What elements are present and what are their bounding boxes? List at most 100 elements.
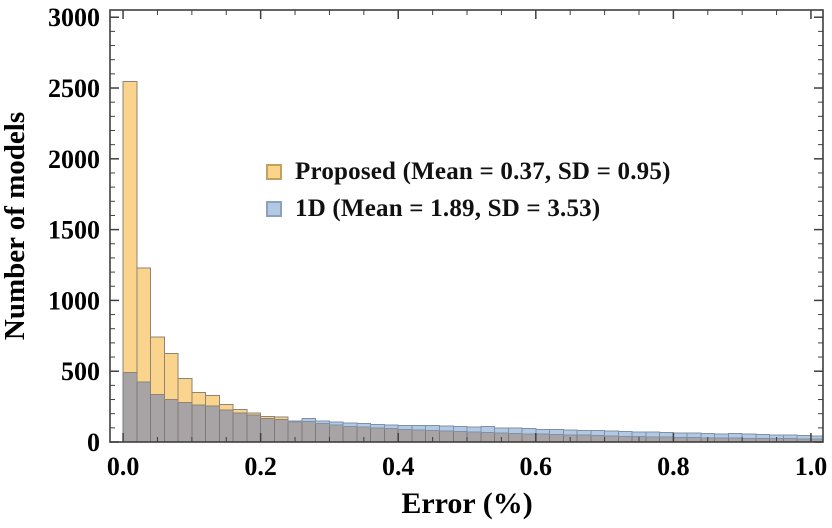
legend-item-proposed: Proposed (Mean = 0.37, SD = 0.95) [266, 158, 671, 186]
bar-proposed [136, 267, 152, 383]
bar-proposed [260, 416, 275, 420]
bar-overlap [136, 381, 152, 442]
bar-1d [494, 427, 509, 434]
bar-1d [521, 428, 537, 435]
bar-proposed [205, 394, 220, 407]
x-tick-label: 1.0 [795, 452, 828, 481]
bar-1d [425, 424, 441, 432]
bar-proposed [150, 336, 165, 396]
bar-overlap [383, 428, 399, 442]
legend-item-1d: 1D (Mean = 1.89, SD = 3.53) [266, 195, 671, 223]
bar-overlap [163, 399, 179, 442]
bar-1d [741, 433, 757, 439]
bar-overlap [466, 431, 482, 442]
bar-overlap [328, 424, 344, 442]
bar-1d [535, 428, 551, 435]
bar-overlap [507, 433, 523, 442]
y-tick-label: 3000 [48, 3, 100, 32]
legend: Proposed (Mean = 0.37, SD = 0.95) 1D (Me… [266, 158, 671, 223]
bar-overlap [576, 434, 592, 442]
y-tick-label: 0 [87, 428, 100, 457]
bar-1d [411, 425, 427, 431]
x-tick-label: 0.6 [520, 452, 553, 481]
bar-1d [315, 420, 330, 425]
bar-overlap [246, 414, 262, 442]
bar-overlap [480, 431, 496, 442]
bar-1d [287, 420, 303, 423]
bar-overlap [232, 412, 248, 442]
bar-proposed [246, 412, 262, 416]
x-tick-label: 0.2 [244, 452, 277, 481]
bar-1d [439, 425, 454, 432]
bar-1d [370, 423, 385, 429]
bar-1d [604, 430, 619, 437]
x-tick-label: 0.4 [382, 452, 415, 481]
bar-1d [342, 422, 358, 427]
bar-1d [452, 425, 468, 432]
bar-1d [383, 424, 399, 430]
bar-overlap [370, 427, 385, 442]
bar-overlap [315, 423, 330, 442]
plot-frame [109, 9, 824, 443]
y-tick-label: 1000 [48, 286, 100, 315]
bar-overlap [260, 418, 275, 442]
bar-overlap [342, 425, 358, 442]
bar-proposed [122, 81, 138, 374]
bar-overlap [397, 428, 413, 442]
legend-label-proposed: Proposed (Mean = 0.37, SD = 0.95) [295, 158, 671, 185]
bar-overlap [535, 433, 551, 442]
bar-overlap [521, 433, 537, 442]
bar-1d [645, 431, 661, 438]
x-axis-title: Error (%) [401, 487, 532, 520]
bar-proposed [273, 416, 289, 420]
bar-overlap [150, 394, 165, 442]
bar-1d [727, 433, 743, 439]
bar-overlap [191, 404, 207, 442]
bar-proposed [177, 377, 193, 403]
histogram-bars [122, 81, 823, 442]
bar-overlap [439, 430, 454, 442]
bar-1d [562, 429, 578, 436]
bar-overlap [301, 420, 317, 442]
axis-ticks [110, 10, 823, 443]
bar-1d [356, 423, 372, 428]
bar-1d [617, 430, 633, 437]
bar-overlap [411, 429, 427, 442]
1d-series-swatch-icon [266, 201, 282, 217]
bar-1d [328, 421, 344, 426]
bar-1d [301, 418, 317, 422]
y-tick-label: 500 [61, 357, 100, 386]
bar-1d [631, 431, 647, 438]
bar-1d [549, 429, 564, 436]
bar-overlap [549, 434, 564, 442]
bar-1d [480, 426, 496, 433]
y-tick-label: 1500 [48, 216, 100, 245]
bar-1d [576, 429, 592, 436]
bar-overlap [177, 401, 193, 442]
bar-overlap [604, 435, 619, 442]
y-axis-title: Number of models [0, 112, 31, 340]
bar-proposed [218, 403, 234, 411]
bar-1d [507, 427, 523, 435]
bar-1d [796, 435, 812, 440]
bar-overlap [273, 418, 289, 442]
legend-label-1d: 1D (Mean = 1.89, SD = 3.53) [295, 195, 601, 222]
bar-proposed [163, 353, 179, 401]
bar-1d [672, 432, 688, 438]
bar-overlap [617, 435, 633, 442]
bar-1d [755, 434, 771, 439]
y-tick-label: 2000 [48, 145, 100, 174]
x-tick-label: 0.0 [107, 452, 140, 481]
bar-1d [659, 431, 674, 438]
bar-1d [686, 432, 702, 438]
bar-proposed [232, 408, 248, 414]
bar-overlap [122, 372, 138, 442]
bar-1d [466, 426, 482, 433]
bar-overlap [205, 405, 220, 442]
bar-overlap [452, 430, 468, 442]
bar-1d [782, 434, 798, 440]
y-tick-label: 2500 [48, 74, 100, 103]
bar-1d [397, 424, 413, 430]
